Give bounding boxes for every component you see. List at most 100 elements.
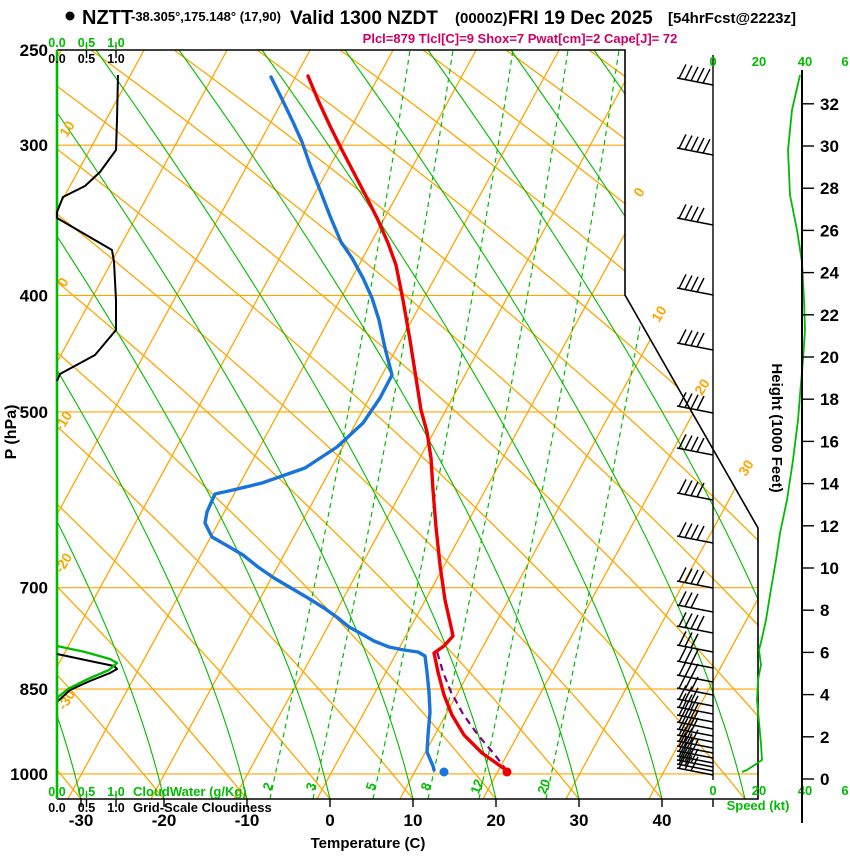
wind-barb-column — [676, 55, 714, 780]
speed-tick-label: 40 — [798, 54, 812, 69]
barb-shaft — [676, 580, 714, 589]
cloudwater-scale-top: 0.0 — [48, 36, 65, 50]
pressure-tick-label: 250 — [20, 41, 48, 60]
barb-feather — [696, 277, 705, 293]
barb-feather — [678, 392, 687, 407]
valid-time: Valid 1300 NZDT — [290, 8, 438, 29]
barb-feather — [684, 728, 693, 743]
barb-feather — [678, 647, 687, 662]
barb-feather — [684, 686, 693, 701]
barb-feather — [678, 701, 687, 716]
dry-adiabat — [57, 50, 663, 799]
barb-feather — [678, 329, 687, 344]
barb-shaft — [676, 492, 714, 501]
dry-adiabat — [57, 50, 746, 799]
wind-barb — [676, 274, 714, 296]
temp-tick-label: 20 — [487, 811, 506, 830]
barb-feather — [678, 522, 687, 537]
station-coords: -38.305°,175.148° (17,90) — [131, 9, 281, 24]
dry-adiabat — [57, 50, 497, 799]
moist-adiabat — [261, 50, 663, 799]
barb-feather — [678, 479, 687, 494]
isotherm-label: 10 — [56, 118, 78, 140]
wind-barb — [676, 434, 714, 456]
parcel-path-curve — [434, 647, 508, 772]
pressure-tick-label: 850 — [20, 680, 48, 699]
barb-shaft — [676, 767, 714, 776]
height-tick-label: 24 — [820, 264, 839, 283]
barb-feather — [678, 591, 687, 606]
barb-feather — [702, 138, 711, 154]
cloudiness-axis-label: Grid-Scale Cloudiness — [133, 800, 272, 815]
station-id: NZTT — [82, 7, 133, 29]
wind-barb — [676, 204, 714, 226]
mixing-ratio-line — [269, 50, 411, 799]
speed-partial-label: 6 — [841, 783, 848, 798]
height-tick-label: 32 — [820, 95, 839, 114]
barb-feather — [690, 136, 699, 152]
wind-barb — [676, 329, 714, 351]
barb-feather — [678, 721, 687, 736]
barb-feather — [690, 756, 699, 772]
barb-feather — [690, 66, 699, 82]
height-tick-label: 22 — [820, 306, 839, 325]
cloudiness-scale-top: 0.5 — [78, 52, 95, 66]
isotherm — [316, 50, 726, 799]
isotherm — [233, 50, 643, 799]
plot-border — [57, 49, 759, 800]
wind-barb — [676, 612, 714, 634]
barb-feather — [684, 523, 693, 538]
barb-shaft — [676, 287, 714, 296]
height-tick-label: 2 — [820, 728, 829, 747]
dry-adiabat — [57, 50, 248, 799]
barb-shaft — [676, 604, 714, 613]
barb-feather — [684, 613, 693, 628]
isotherm — [565, 50, 758, 799]
barb-feather — [684, 205, 693, 220]
isotherm — [150, 50, 560, 799]
barb-feather — [678, 204, 687, 219]
barb-feather — [690, 206, 699, 222]
barb-feather — [684, 702, 693, 717]
mixing-ratio-line — [427, 50, 569, 799]
height-tick-label: 26 — [820, 221, 839, 240]
barb-feather — [678, 715, 687, 730]
barb-feather — [690, 614, 699, 630]
cloudiness-scale-top: 0.0 — [48, 52, 65, 66]
isotherm — [648, 50, 758, 799]
barb-feather — [684, 135, 693, 150]
barb-feather — [684, 435, 693, 450]
speed-curve — [741, 74, 806, 773]
wind-barb — [676, 522, 714, 544]
speed-axis-label: Speed (kt) — [727, 798, 790, 813]
mixing-ratio-line — [545, 50, 687, 799]
cloudiness-scale-top: 1.0 — [107, 52, 124, 66]
barb-feather — [684, 662, 693, 677]
isotherm — [57, 50, 228, 799]
barb-feather — [684, 733, 693, 748]
barb-feather — [678, 134, 687, 149]
barb-feather — [678, 567, 687, 582]
height-tick-label: 10 — [820, 559, 839, 578]
height-tick-label: 14 — [820, 475, 839, 494]
barb-feather — [690, 524, 699, 540]
barb-feather — [690, 687, 699, 703]
forecast-tag: [54hrFcst@2223z] — [668, 10, 796, 27]
temp-tick-label: -10 — [235, 811, 260, 830]
sounding-profiles — [55, 74, 512, 777]
barb-feather — [690, 633, 699, 649]
barb-feather — [690, 710, 699, 726]
moist-adiabat — [57, 50, 248, 799]
dry-adiabat — [57, 50, 758, 799]
moist-adiabat — [57, 50, 165, 799]
barb-shaft — [676, 77, 714, 86]
height-tick-label: 30 — [820, 137, 839, 156]
barb-feather — [684, 751, 693, 766]
mixing-ratio-label: 12 — [467, 777, 486, 796]
moist-adiabat — [95, 50, 497, 799]
barb-feather — [702, 68, 711, 84]
